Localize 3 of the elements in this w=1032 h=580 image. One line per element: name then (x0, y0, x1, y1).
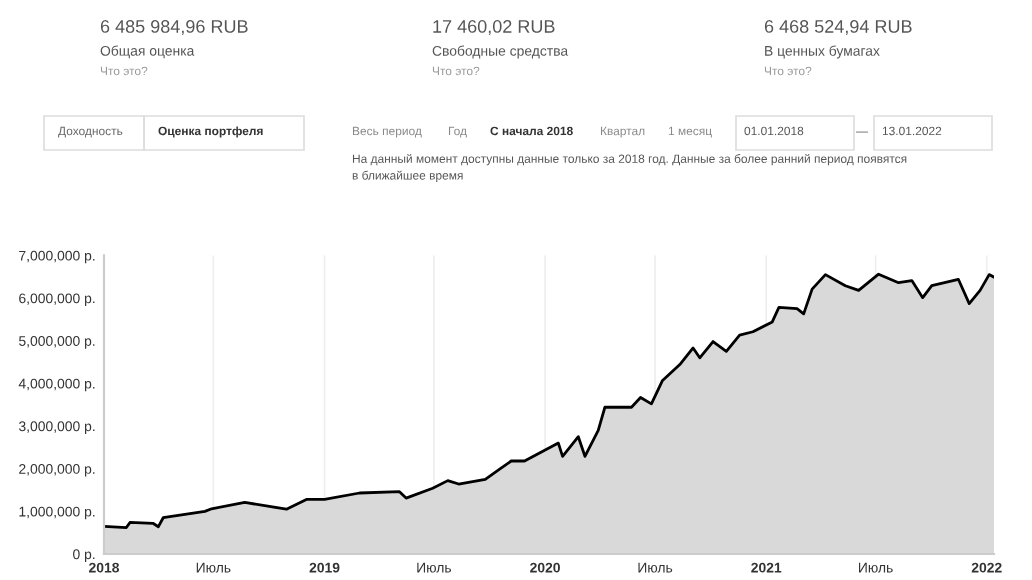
text: 6 485 984,96 RUB (100, 20, 248, 35)
text: 6 468 524,94 RUB (764, 20, 912, 35)
text: 17 460,02 RUB (433, 20, 555, 35)
